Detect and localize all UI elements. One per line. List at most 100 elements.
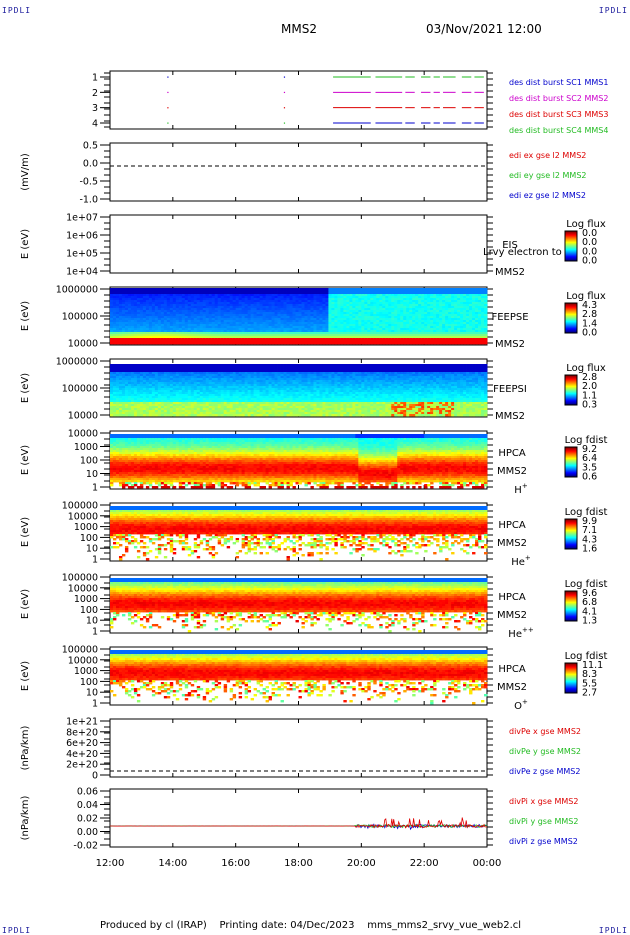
heatmap-cell — [149, 342, 152, 344]
heatmap-cell — [143, 342, 146, 344]
heatmap-cell — [140, 342, 143, 344]
heatmap-cell — [158, 342, 161, 344]
heatmap-cell — [218, 342, 221, 344]
y-tick-label: 1e+05 — [66, 249, 98, 260]
heatmap-cell — [119, 414, 122, 416]
heatmap-cell — [149, 414, 152, 416]
spacecraft-label: MMS2 — [495, 267, 525, 278]
heatmap-cell — [170, 342, 173, 344]
heatmap-cell — [269, 342, 272, 344]
y-axis-label: E (eV) — [20, 373, 31, 403]
heatmap-cell — [182, 414, 185, 416]
heatmap-cell — [122, 414, 125, 416]
legend-entry: edi ez gse l2 MMS2 — [509, 191, 586, 200]
heatmap-cell — [233, 414, 236, 416]
heatmap-cell — [475, 342, 478, 344]
burst-marker — [167, 123, 168, 124]
burst-marker — [284, 77, 285, 78]
heatmap-cell — [430, 342, 433, 344]
heatmap-cell — [218, 414, 221, 416]
burst-marker — [167, 107, 168, 108]
heatmap-cell — [394, 342, 397, 344]
heatmap-cell — [331, 342, 334, 344]
heatmap-cell — [194, 342, 197, 344]
heatmap-cell — [131, 342, 134, 344]
heatmap-cell — [319, 342, 322, 344]
instrument-label: FEEPSE — [491, 312, 528, 323]
y-tick-label: 10000 — [68, 339, 98, 350]
heatmap-cell — [152, 414, 155, 416]
heatmap-cell — [236, 342, 239, 344]
legend-entry: edi ex gse l2 MMS2 — [509, 151, 586, 160]
y-tick-label: 100000 — [62, 384, 98, 395]
heatmap-cell — [191, 342, 194, 344]
heatmap-cell — [158, 414, 161, 416]
y-axis-label: (mV/m) — [20, 153, 31, 191]
heatmap-cell — [227, 342, 230, 344]
y-tick-label: 1e+06 — [66, 231, 98, 242]
heatmap-cell — [400, 342, 403, 344]
heatmap-cell — [361, 342, 364, 344]
heatmap-cell — [418, 342, 421, 344]
heatmap-cell — [403, 342, 406, 344]
heatmap-cell — [293, 342, 296, 344]
heatmap-cell — [176, 342, 179, 344]
heatmap-cell — [412, 342, 415, 344]
heatmap-cell — [451, 342, 454, 344]
heatmap-cell — [173, 414, 176, 416]
heatmap-cell — [337, 342, 340, 344]
heatmap-cell — [397, 342, 400, 344]
heatmap-cell — [257, 342, 260, 344]
heatmap-cell — [478, 342, 481, 344]
heatmap-cell — [155, 342, 158, 344]
heatmap-cell — [146, 342, 149, 344]
heatmap-cell — [296, 342, 299, 344]
heatmap-cell — [221, 414, 224, 416]
panel-frame-burst-availability — [110, 71, 487, 129]
heatmap-cell — [254, 342, 257, 344]
heatmap-cell — [185, 342, 188, 344]
heatmap-cell — [484, 342, 487, 344]
heatmap-cell — [194, 414, 197, 416]
heatmap-cell — [128, 414, 131, 416]
y-tick-label: 3 — [92, 103, 98, 114]
heatmap-cell — [146, 414, 149, 416]
heatmap-cell — [203, 414, 206, 416]
y-tick-label: -0.5 — [79, 177, 98, 188]
legend-entry: des dist burst SC2 MMS2 — [509, 94, 608, 103]
heatmap-cell — [179, 414, 182, 416]
heatmap-cell — [206, 342, 209, 344]
heatmap-cell — [284, 342, 287, 344]
panel-feeps-ion — [110, 364, 487, 416]
y-tick-label: 2 — [92, 88, 98, 99]
heatmap-cell — [236, 414, 239, 416]
heatmap-cell — [272, 342, 275, 344]
heatmap-cell — [119, 342, 122, 344]
heatmap-cell — [448, 342, 451, 344]
heatmap-cell — [161, 414, 164, 416]
heatmap-cell — [110, 342, 113, 344]
legend-entry: des dist burst SC4 MMS4 — [509, 126, 608, 135]
y-tick-label: 4 — [92, 119, 98, 130]
heatmap-cell — [173, 342, 176, 344]
heatmap-cell — [349, 342, 352, 344]
heatmap-cell — [221, 342, 224, 344]
heatmap-cell — [125, 342, 128, 344]
heatmap-cell — [200, 342, 203, 344]
heatmap-cell — [224, 342, 227, 344]
heatmap-cell — [263, 342, 266, 344]
heatmap-cell — [227, 414, 230, 416]
heatmap-cell — [367, 342, 370, 344]
heatmap-cell — [388, 342, 391, 344]
heatmap-cell — [457, 342, 460, 344]
y-tick-label: 1000000 — [56, 285, 98, 296]
heatmap-cell — [167, 414, 170, 416]
heatmap-cell — [188, 414, 191, 416]
heatmap-cell — [358, 342, 361, 344]
heatmap-cell — [251, 342, 254, 344]
burst-marker — [167, 92, 168, 93]
heatmap-cell — [242, 342, 245, 344]
heatmap-cell — [427, 342, 430, 344]
heatmap-cell — [472, 342, 475, 344]
